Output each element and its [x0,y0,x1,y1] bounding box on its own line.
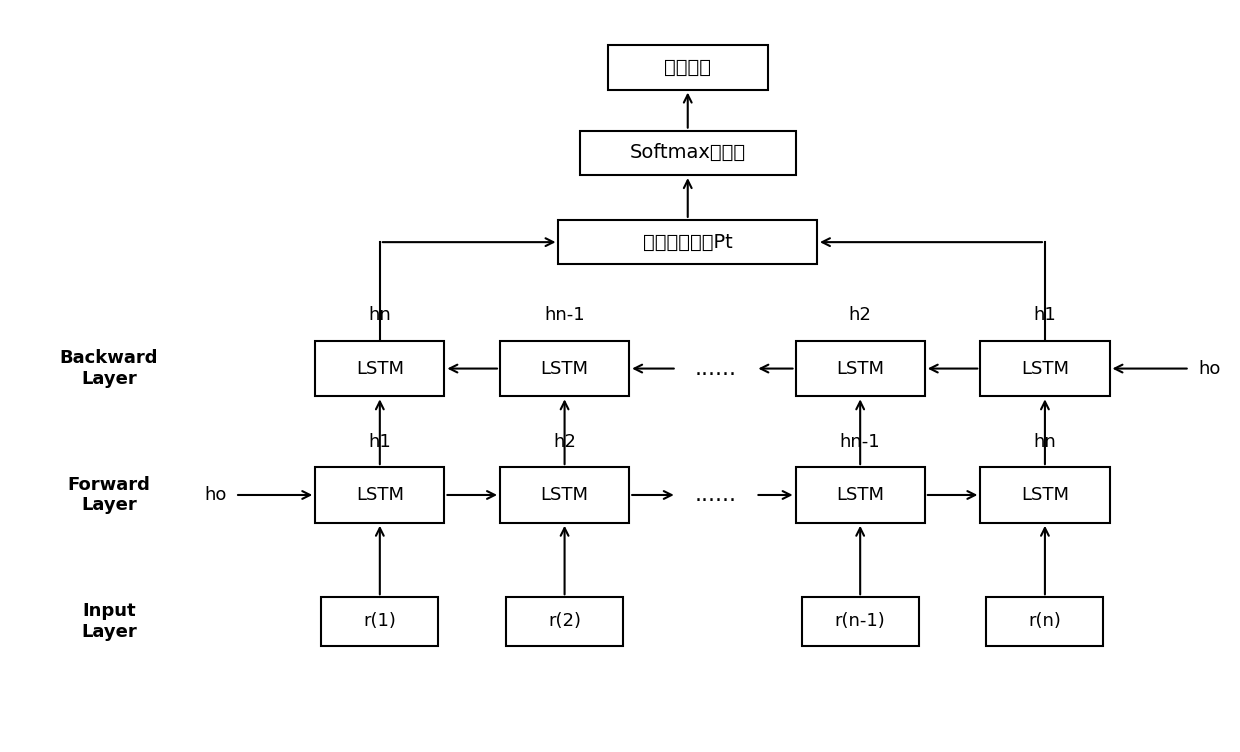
Text: Softmax分类器: Softmax分类器 [630,144,745,162]
Text: LSTM: LSTM [1021,359,1069,378]
FancyBboxPatch shape [608,45,768,89]
FancyBboxPatch shape [506,597,622,645]
FancyBboxPatch shape [580,131,796,175]
Text: hn-1: hn-1 [839,432,880,450]
Text: LSTM: LSTM [836,486,884,504]
Text: LSTM: LSTM [356,486,404,504]
Text: hn: hn [368,306,391,324]
Text: r(n): r(n) [1028,612,1061,630]
FancyBboxPatch shape [321,597,438,645]
FancyBboxPatch shape [315,341,444,396]
FancyBboxPatch shape [802,597,919,645]
FancyBboxPatch shape [315,467,444,523]
Text: r(2): r(2) [548,612,582,630]
Text: h2: h2 [848,306,872,324]
FancyBboxPatch shape [981,341,1110,396]
FancyBboxPatch shape [796,341,925,396]
FancyBboxPatch shape [558,220,817,265]
FancyBboxPatch shape [796,467,925,523]
Text: ......: ...... [696,485,737,505]
Text: ......: ...... [696,359,737,378]
Text: ho: ho [205,486,227,504]
Text: LSTM: LSTM [356,359,404,378]
Text: LSTM: LSTM [541,359,589,378]
Text: h1: h1 [1034,306,1056,324]
Text: hn-1: hn-1 [544,306,585,324]
Text: r(n-1): r(n-1) [835,612,885,630]
Text: LSTM: LSTM [541,486,589,504]
Text: LSTM: LSTM [1021,486,1069,504]
Text: Forward
Layer: Forward Layer [67,475,150,514]
Text: LSTM: LSTM [836,359,884,378]
Text: hn: hn [1034,432,1056,450]
Text: r(1): r(1) [363,612,397,630]
Text: Input
Layer: Input Layer [81,602,136,641]
FancyBboxPatch shape [500,341,629,396]
FancyBboxPatch shape [981,467,1110,523]
Text: h2: h2 [553,432,577,450]
FancyBboxPatch shape [987,597,1104,645]
FancyBboxPatch shape [500,467,629,523]
Text: 输出结果: 输出结果 [665,58,712,77]
Text: 输出特征向量Pt: 输出特征向量Pt [642,232,733,252]
Text: ho: ho [1198,359,1220,378]
Text: Backward
Layer: Backward Layer [60,349,159,388]
Text: h1: h1 [368,432,391,450]
